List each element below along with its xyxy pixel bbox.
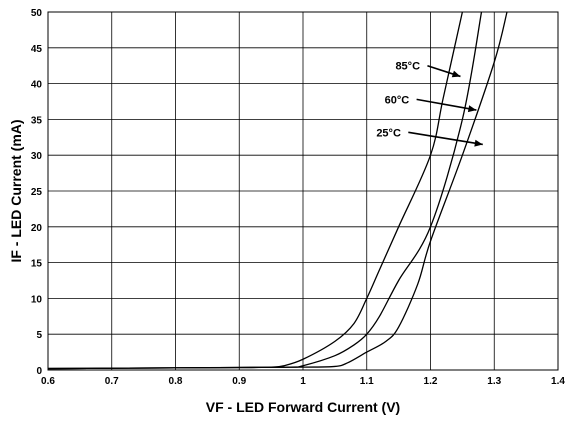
annotation-label-85c: 85°C xyxy=(395,61,420,73)
x-tick-labels: 0.6 0.7 0.8 0.9 1 1.1 1.2 1.3 1.4 xyxy=(41,376,565,387)
y-tick-label: 40 xyxy=(31,80,43,91)
x-tick-label: 1.2 xyxy=(424,376,438,387)
arrowhead-60c xyxy=(467,105,477,113)
y-tick-label: 15 xyxy=(31,259,43,270)
x-tick-label: 1 xyxy=(300,376,306,387)
x-axis-title: VF - LED Forward Current (V) xyxy=(206,399,400,415)
plot-frame xyxy=(47,11,559,371)
annotations: 85°C 60°C 25°C xyxy=(376,61,483,147)
x-tick-label: 0.8 xyxy=(169,376,183,387)
x-tick-label: 1.4 xyxy=(551,376,565,387)
series-curves xyxy=(47,11,508,370)
y-tick-label: 25 xyxy=(31,187,43,198)
annotation-label-60c: 60°C xyxy=(385,94,410,106)
x-tick-label: 0.7 xyxy=(105,376,119,387)
y-tick-labels: 0 5 10 15 20 25 30 35 40 45 50 xyxy=(31,8,43,377)
y-tick-label: 50 xyxy=(31,8,43,19)
arrowhead-25c xyxy=(474,139,483,147)
y-tick-label: 0 xyxy=(36,366,42,377)
series-line-25c xyxy=(47,11,508,370)
x-tick-label: 1.1 xyxy=(360,376,374,387)
y-axis-title: IF - LED Current (mA) xyxy=(8,119,24,262)
x-tick-label: 0.9 xyxy=(232,376,246,387)
y-tick-label: 5 xyxy=(36,330,42,341)
y-tick-label: 45 xyxy=(31,44,43,55)
arrowhead-85c xyxy=(451,70,461,78)
y-tick-label: 10 xyxy=(31,294,43,305)
y-tick-label: 20 xyxy=(31,223,43,234)
annotation-arrow-25c xyxy=(408,131,483,146)
x-tick-label: 0.6 xyxy=(41,376,55,387)
y-tick-label: 35 xyxy=(31,115,43,126)
annotation-label-25c: 25°C xyxy=(376,127,401,139)
x-tick-label: 1.3 xyxy=(487,376,501,387)
y-tick-label: 30 xyxy=(31,151,43,162)
grid-lines xyxy=(47,11,559,371)
annotation-arrow-60c xyxy=(416,98,477,111)
